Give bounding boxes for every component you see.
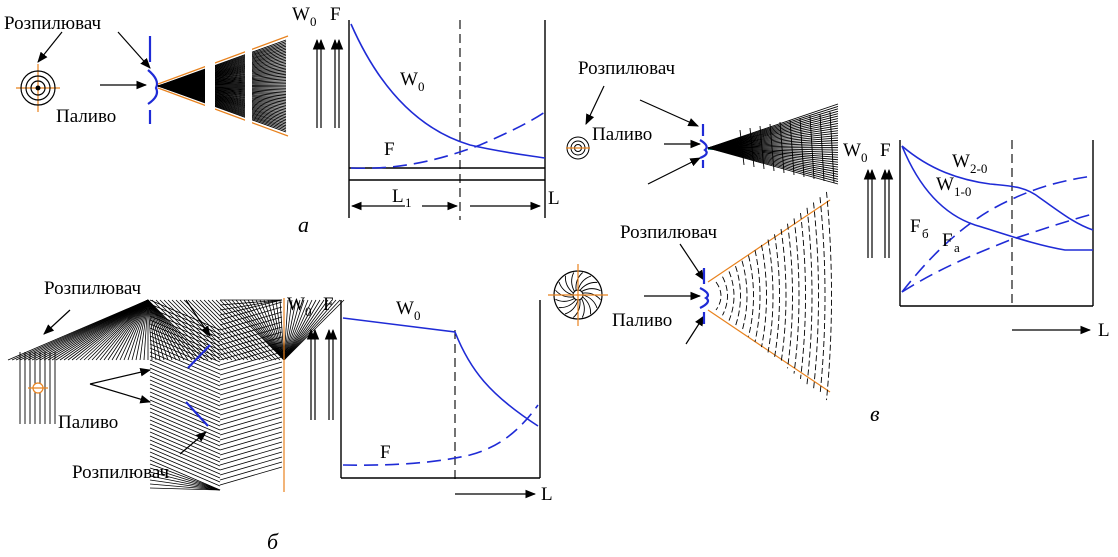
atomizer-side-view-icon (19, 352, 56, 424)
w0-subscript-v: 0 (861, 150, 868, 165)
fuel-label-v1: Паливо (592, 124, 652, 145)
panel-b-caption: б (267, 529, 279, 554)
nozzle-icon-v2 (699, 268, 710, 324)
fb-subscript: б (922, 226, 929, 241)
w0-axis-label-v: W (843, 140, 861, 161)
w1-0-subscript: 1-0 (954, 184, 971, 199)
w2-0-subscript: 2-0 (970, 161, 987, 176)
panel-a-caption: а (298, 212, 309, 237)
fb-label: F (910, 216, 921, 237)
spray-cone-v2 (707, 191, 832, 401)
fa-subscript: a (954, 240, 960, 255)
w0-curve-b (342, 317, 539, 427)
l1-subscript: 1 (405, 195, 412, 210)
w2-0-label: W (952, 151, 970, 172)
atomizer-label-v1: Розпилювач (578, 58, 676, 79)
l-axis-label-b: L (541, 484, 553, 505)
w0-curve-subscript-b: 0 (414, 308, 421, 323)
f-curve-b (342, 404, 539, 466)
w2-0-curve (901, 145, 1094, 231)
fb-curve (901, 175, 1094, 293)
f-axis-label-b: F (323, 294, 334, 315)
atomizer-label-v2: Розпилювач (620, 222, 718, 243)
f-axis-label-v: F (880, 140, 891, 161)
w0-axis-label: W (292, 4, 310, 25)
f-curve (350, 111, 546, 170)
w0-curve-label-b: W (396, 298, 414, 319)
panel-v-caption: в (870, 401, 880, 426)
fa-curve (901, 213, 1094, 293)
fuel-label-v2: Паливо (612, 310, 672, 331)
panel-b: Розпилювач Паливо Розпилювач W 0 F (7, 278, 553, 554)
f-curve-label: F (384, 139, 395, 160)
chart-a: W 0 F W 0 F L 1 L (292, 4, 560, 220)
w0-subscript: 0 (310, 14, 317, 29)
l-axis-label-v: L (1098, 320, 1110, 341)
panel-v: Розпилювач Паливо Розпилювач (548, 58, 1110, 426)
fuel-label-b: Паливо (58, 412, 118, 433)
fuel-label: Паливо (56, 106, 116, 127)
w0-subscript-b: 0 (305, 304, 312, 319)
f-axis-label: F (330, 4, 341, 25)
panel-a: Розпилювач Паливо W 0 F (4, 4, 560, 237)
fa-label: F (942, 230, 953, 251)
atomizer-front-view-icon (16, 64, 60, 112)
nozzle-icon (147, 36, 159, 124)
swirl-atomizer-icon (548, 264, 608, 326)
chart-b: W 0 F W 0 F L (287, 294, 553, 505)
spray-block (7, 298, 345, 492)
spray-fan-v1 (707, 103, 839, 185)
spray-fan (157, 30, 289, 145)
w1-0-label: W (936, 174, 954, 195)
w0-axis-label-b: W (287, 294, 305, 315)
w0-curve-subscript: 0 (418, 79, 425, 94)
w0-curve (350, 23, 546, 159)
w0-curve-label: W (400, 69, 418, 90)
atomizer-label: Розпилювач (4, 13, 102, 34)
chart-v: W 0 F W 2-0 W 1-0 F б F a L (843, 140, 1110, 341)
atomizer-small-icon (566, 136, 590, 160)
atomizer-label-top: Розпилювач (44, 278, 142, 299)
f-curve-label-b: F (380, 442, 391, 463)
l1-label: L (392, 186, 404, 207)
atomizer-label-bottom: Розпилювач (72, 462, 170, 483)
w1-0-curve (901, 145, 1093, 251)
l-axis-label: L (548, 188, 560, 209)
